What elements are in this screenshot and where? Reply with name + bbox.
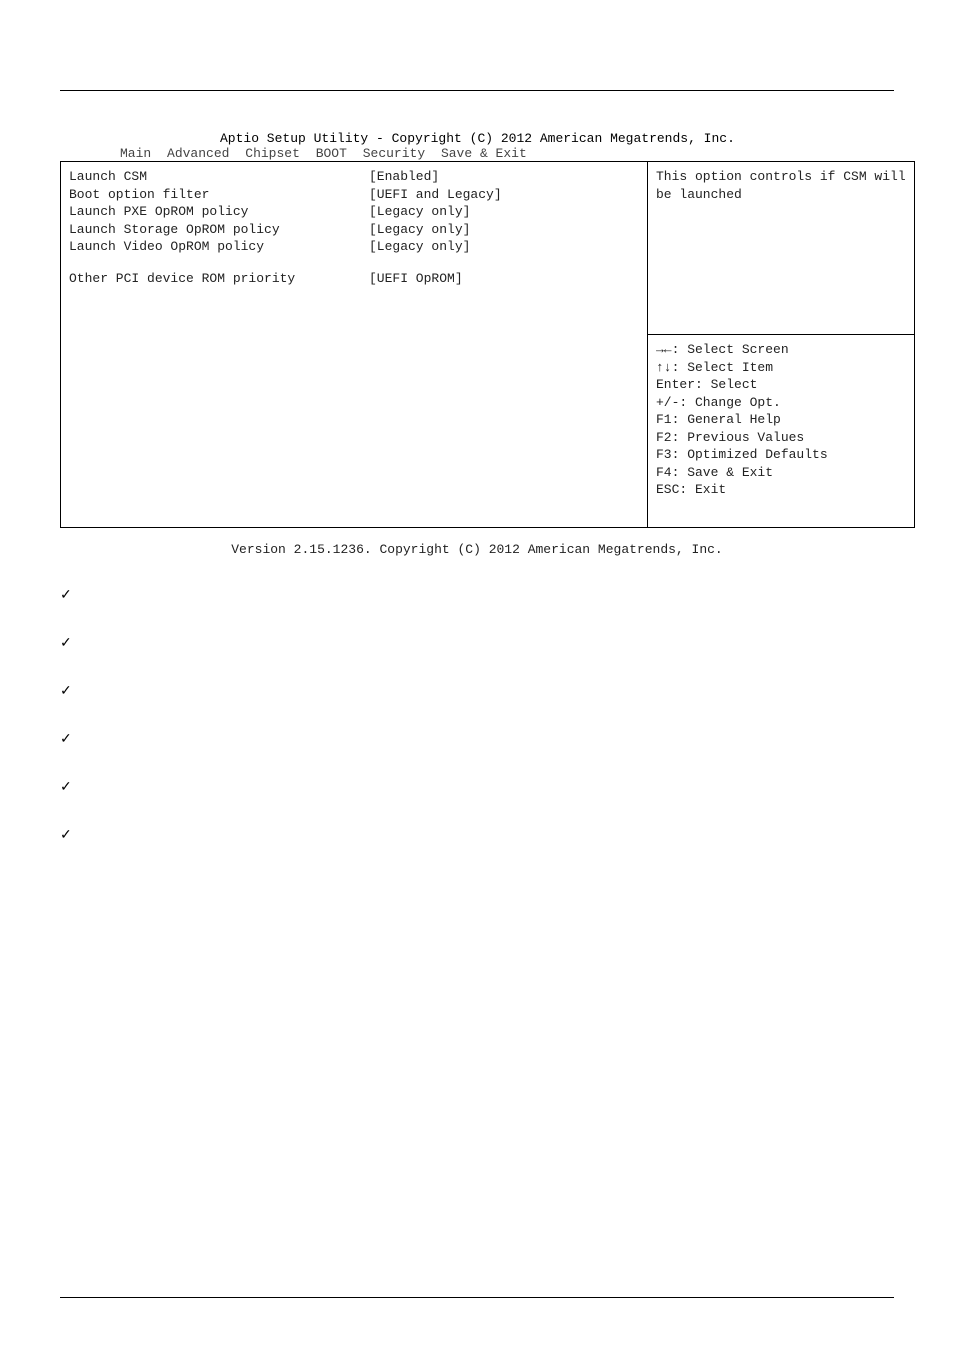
check-icon: ✓ (60, 685, 82, 699)
check-icon: ✓ (60, 781, 82, 795)
setting-row[interactable]: Launch Storage OpROM policy [Legacy only… (69, 221, 639, 239)
bullet-item: ✓ (60, 781, 894, 795)
menubar-item[interactable]: Main (120, 146, 151, 161)
keyhint: F4: Save & Exit (656, 464, 906, 482)
check-icon: ✓ (60, 589, 82, 603)
setting-value: [Legacy only] (369, 221, 639, 239)
setting-row[interactable]: Launch PXE OpROM policy [Legacy only] (69, 203, 639, 221)
setting-row[interactable]: Boot option filter [UEFI and Legacy] (69, 186, 639, 204)
bios-title: Aptio Setup Utility - Copyright (C) 2012… (220, 131, 894, 146)
keyhint: →←: Select Screen (656, 341, 906, 359)
setting-value: [UEFI OpROM] (369, 270, 639, 288)
menubar-item[interactable]: Advanced (167, 146, 229, 161)
keyhint: Enter: Select (656, 376, 906, 394)
bullet-item: ✓ (60, 685, 894, 699)
top-rule (60, 90, 894, 91)
setting-label: Launch Video OpROM policy (69, 238, 369, 256)
bios-menubar: Main Advanced Chipset BOOT Security Save… (120, 146, 894, 161)
menubar-item[interactable]: Security (363, 146, 425, 161)
menubar-item[interactable]: Save & Exit (441, 146, 527, 161)
keyhint: F1: General Help (656, 411, 906, 429)
check-icon: ✓ (60, 637, 82, 651)
page: Aptio Setup Utility - Copyright (C) 2012… (0, 0, 954, 1368)
bullet-item: ✓ (60, 637, 894, 651)
bullet-item: ✓ (60, 589, 894, 603)
check-icon: ✓ (60, 829, 82, 843)
setting-row[interactable]: Launch CSM [Enabled] (69, 168, 639, 186)
check-icon: ✓ (60, 733, 82, 747)
keyhint: F2: Previous Values (656, 429, 906, 447)
setting-row[interactable]: Other PCI device ROM priority [UEFI OpRO… (69, 270, 639, 288)
keyhint: +/-: Change Opt. (656, 394, 906, 412)
bullet-item: ✓ (60, 829, 894, 843)
setting-label: Boot option filter (69, 186, 369, 204)
menubar-item[interactable]: BOOT (316, 146, 347, 161)
bios-settings-area: Launch CSM [Enabled] Boot option filter … (61, 162, 648, 528)
setting-value: [Legacy only] (369, 203, 639, 221)
setting-row[interactable]: Launch Video OpROM policy [Legacy only] (69, 238, 639, 256)
bullet-item: ✓ (60, 733, 894, 747)
bullet-list: ✓ ✓ ✓ ✓ ✓ ✓ (60, 589, 894, 843)
keyhint: ↑↓: Select Item (656, 359, 906, 377)
bios-version: Version 2.15.1236. Copyright (C) 2012 Am… (60, 542, 894, 557)
setting-value: [Legacy only] (369, 238, 639, 256)
bios-keyhints-area: →←: Select Screen ↑↓: Select Item Enter:… (648, 335, 915, 528)
menubar-item[interactable]: Chipset (245, 146, 300, 161)
bios-help-area: This option controls if CSM will be laun… (648, 162, 915, 335)
keyhint: F3: Optimized Defaults (656, 446, 906, 464)
bios-panel: Launch CSM [Enabled] Boot option filter … (60, 161, 915, 528)
keyhint: ESC: Exit (656, 481, 906, 499)
bottom-rule (60, 1297, 894, 1298)
setting-label: Other PCI device ROM priority (69, 270, 369, 288)
setting-value: [Enabled] (369, 168, 639, 186)
bios-help-text: This option controls if CSM will be laun… (656, 169, 906, 202)
setting-label: Launch PXE OpROM policy (69, 203, 369, 221)
setting-label: Launch Storage OpROM policy (69, 221, 369, 239)
setting-value: [UEFI and Legacy] (369, 186, 639, 204)
setting-label: Launch CSM (69, 168, 369, 186)
